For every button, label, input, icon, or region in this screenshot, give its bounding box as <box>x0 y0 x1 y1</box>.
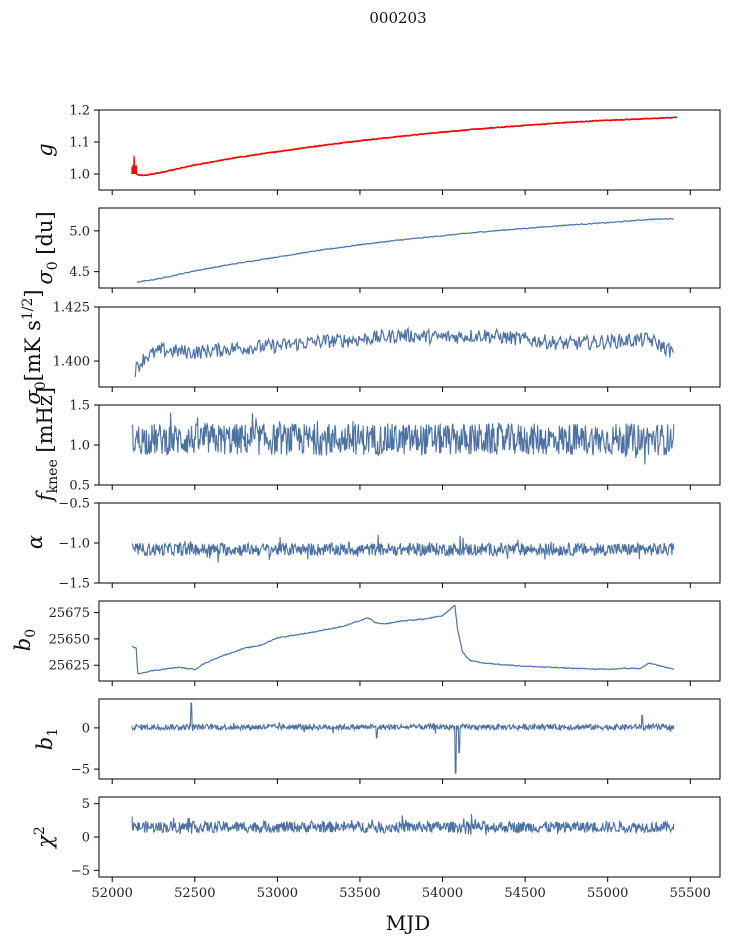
ylabel-sigma0-mk: σ0[mK s1/2] <box>20 289 49 404</box>
panel-3: 0.5 1.0 1.5 <box>69 399 721 494</box>
ytick-label-5-2: 25675 <box>49 606 90 621</box>
ytick-label-3-1: 1.0 <box>69 439 90 454</box>
ytick-label-1-0: 4.5 <box>69 265 90 280</box>
ytick-label-3-0: 0.5 <box>69 479 90 494</box>
panels: 1.01.11.24.55.01.4001.4250.51.01.5−1.5−1… <box>49 104 721 901</box>
ytick-label-4-2: −0.5 <box>58 497 90 512</box>
xtick-label-5: 54500 <box>504 886 545 901</box>
xtick-label-6: 55000 <box>587 886 628 901</box>
ylabel-g-text: g <box>33 143 57 156</box>
ytick-label-0-2: 1.2 <box>69 104 90 119</box>
panel-1-data <box>136 217 675 284</box>
figure-title: 000203 <box>369 9 426 27</box>
ytick-label-1-1: 5.0 <box>69 224 90 239</box>
xtick-label-7: 55500 <box>670 886 711 901</box>
svg-text:σ0[mK s1/2]: σ0[mK s1/2] <box>20 289 49 404</box>
xtick-label-2: 53000 <box>257 886 298 901</box>
panel-1: 4.5 5.0 <box>69 207 721 293</box>
panel-frame-1 <box>98 207 721 289</box>
ylabel-g: g <box>33 143 57 156</box>
svg-text:b1: b1 <box>33 728 61 750</box>
series-line-6 <box>131 702 675 774</box>
panel-5-data <box>131 604 675 675</box>
series-line-4 <box>131 534 675 563</box>
ylabel-alpha-text: α <box>23 535 47 549</box>
ytick-label-7-2: 5 <box>82 797 90 812</box>
xtick-label-4: 54000 <box>422 886 463 901</box>
ylabel-sigma0-du: σ0 [du] <box>33 211 61 284</box>
panel-2-data <box>134 326 675 377</box>
panel-frame-6 <box>98 698 721 780</box>
ytick-label-4-1: −1.0 <box>58 537 90 552</box>
ytick-label-2-0: 1.400 <box>53 355 90 370</box>
panel-7: −5 0 5 52000 52500 53000 53500 54000 54500 55000 5… <box>71 796 721 901</box>
svg-text:fknee [mHz]: fknee [mHz] <box>33 387 61 503</box>
panel-7-data <box>131 813 675 836</box>
ytick-label-3-2: 1.5 <box>69 399 90 414</box>
series-line-2-0 <box>134 326 675 377</box>
xtick-label-0: 52000 <box>92 886 133 901</box>
fit-start-spikes <box>131 155 138 174</box>
svg-text:χ2: χ2 <box>32 826 57 850</box>
panel-6-data <box>131 702 675 774</box>
panel-frame-2 <box>98 306 721 388</box>
panel-0-data <box>131 116 678 177</box>
panel-frame-5 <box>98 600 721 682</box>
panel-5: 25625 25650 25675 <box>49 600 721 686</box>
series-line-0-0 <box>131 116 678 177</box>
ylabel-alpha: α <box>23 535 47 549</box>
series-line-7 <box>131 813 675 836</box>
ylabel-chi2: χ2 <box>32 826 57 850</box>
panel-6: −5 0 <box>71 698 721 784</box>
ytick-label-6-0: −5 <box>71 763 90 778</box>
x-axis-label: MJD <box>386 911 431 935</box>
ytick-label-4-0: −1.5 <box>58 577 90 592</box>
ytick-label-2-1: 1.425 <box>53 301 90 316</box>
panel-3-data <box>131 412 675 465</box>
panel-4-data <box>131 534 675 563</box>
series-line-3 <box>131 412 675 465</box>
ytick-label-7-0: −5 <box>71 864 90 879</box>
panel-4: −1.5 −1.0 −0.5 <box>58 497 721 592</box>
ytick-label-7-1: 0 <box>82 831 90 846</box>
series-line-1-0 <box>136 217 675 284</box>
panel-2: 1.400 1.425 <box>53 301 721 392</box>
panel-frame-7 <box>98 796 721 878</box>
panel-frame-4 <box>98 502 721 584</box>
ylabel-fknee: fknee [mHz] <box>33 387 61 503</box>
series-line-5-0 <box>131 604 675 675</box>
ytick-label-5-0: 25625 <box>49 659 90 674</box>
xtick-label-3: 53500 <box>339 886 380 901</box>
ylabel-b1: b1 <box>33 728 61 750</box>
svg-text:b0: b0 <box>11 629 39 651</box>
series-line-0-1 <box>131 116 678 177</box>
ylabel-b0: b0 <box>11 629 39 651</box>
panel-frame-0 <box>98 109 721 191</box>
svg-text:σ0 [du]: σ0 [du] <box>33 211 61 284</box>
ytick-label-6-1: 0 <box>82 721 90 736</box>
panel-0: 1.0 1.1 1.2 <box>69 104 721 195</box>
xtick-label-1: 52500 <box>174 886 215 901</box>
ytick-label-0-1: 1.1 <box>69 136 90 151</box>
ytick-label-0-0: 1.0 <box>69 168 90 183</box>
ytick-label-5-1: 25650 <box>49 632 90 647</box>
